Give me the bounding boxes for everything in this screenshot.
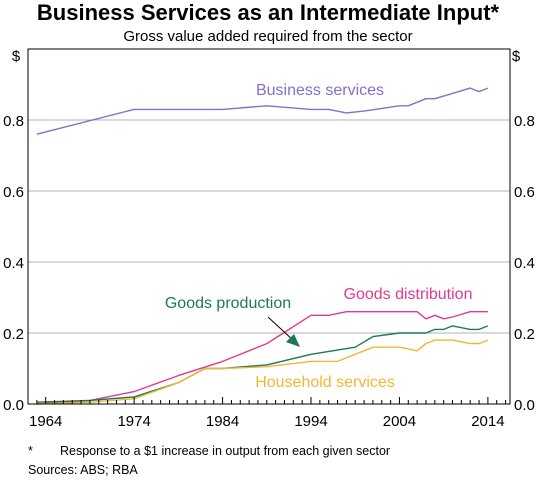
y-tick-label-right: 0.8 (514, 113, 535, 130)
footnote: * Response to a $1 increase in output fro… (28, 444, 390, 458)
x-tick-label: 1984 (206, 413, 239, 430)
y-tick-label-left: 0.2 (3, 326, 24, 343)
series-lines (36, 87, 489, 405)
series-label-goods-distribution: Goods distribution (344, 286, 473, 303)
left-unit-label: $ (12, 48, 21, 65)
y-tick-label-left: 0.6 (3, 184, 24, 201)
plot-frame (27, 48, 511, 405)
y-tick-label-right: 0.6 (514, 184, 535, 201)
y-tick-label-right: 0.4 (514, 255, 535, 272)
y-tick-label-left: 0.8 (3, 113, 24, 130)
gridlines (28, 119, 510, 334)
series-line-household-services (36, 339, 489, 405)
series-label-goods-production: Goods production (165, 295, 291, 312)
y-axis-right: 0.0 0.2 0.4 0.6 0.8 (514, 113, 535, 414)
right-unit-label: $ (512, 48, 521, 65)
sources: Sources: ABS; RBA (28, 463, 138, 477)
chart-title: Business Services as an Intermediate Inp… (37, 0, 500, 25)
x-axis: 1964 1974 1984 1994 2004 2014 (29, 413, 505, 430)
x-tick-label: 1974 (117, 413, 150, 430)
axis-ticks (27, 397, 507, 404)
y-axis-left: 0.0 0.2 0.4 0.6 0.8 (3, 113, 24, 414)
x-tick-label: 2004 (383, 413, 416, 430)
chart-subtitle: Gross value added required from the sect… (123, 28, 412, 45)
series-label-household-services: Household services (255, 374, 395, 391)
y-tick-label-left: 0.0 (3, 397, 24, 414)
x-tick-label: 2014 (471, 413, 504, 430)
footnote-text: Response to a $1 increase in output from… (60, 444, 391, 458)
y-tick-label-left: 0.4 (3, 255, 24, 272)
x-tick-label: 1964 (29, 413, 62, 430)
footnote-mark: * (28, 444, 33, 458)
series-label-business-services: Business services (256, 82, 384, 99)
goods-production-arrow (267, 316, 300, 347)
series-line-business-services (36, 87, 489, 135)
series-line-goods-distribution (36, 311, 488, 405)
y-tick-label-right: 0.2 (514, 326, 535, 343)
y-tick-label-right: 0.0 (514, 397, 535, 414)
x-tick-label: 1994 (294, 413, 327, 430)
